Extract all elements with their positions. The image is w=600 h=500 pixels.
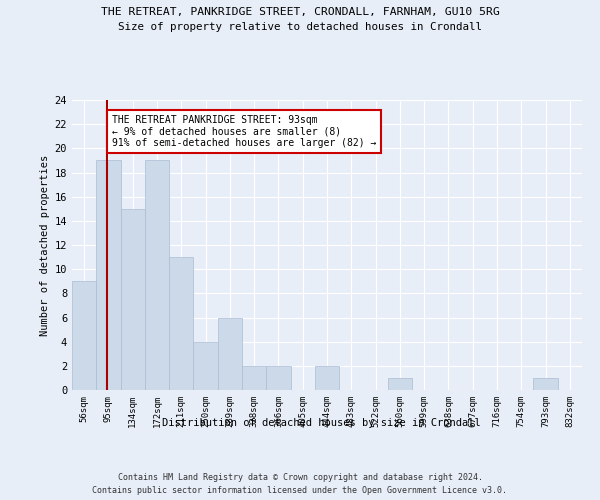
Bar xyxy=(388,378,412,390)
Bar xyxy=(218,318,242,390)
Bar xyxy=(96,160,121,390)
Bar xyxy=(242,366,266,390)
Text: Contains HM Land Registry data © Crown copyright and database right 2024.: Contains HM Land Registry data © Crown c… xyxy=(118,472,482,482)
Bar xyxy=(121,209,145,390)
Bar xyxy=(315,366,339,390)
Bar xyxy=(72,281,96,390)
Bar xyxy=(266,366,290,390)
Text: THE RETREAT PANKRIDGE STREET: 93sqm
← 9% of detached houses are smaller (8)
91% : THE RETREAT PANKRIDGE STREET: 93sqm ← 9%… xyxy=(112,114,376,148)
Bar xyxy=(145,160,169,390)
Bar xyxy=(169,257,193,390)
Text: THE RETREAT, PANKRIDGE STREET, CRONDALL, FARNHAM, GU10 5RG: THE RETREAT, PANKRIDGE STREET, CRONDALL,… xyxy=(101,8,499,18)
Text: Distribution of detached houses by size in Crondall: Distribution of detached houses by size … xyxy=(161,418,481,428)
Bar xyxy=(533,378,558,390)
Bar xyxy=(193,342,218,390)
Text: Contains public sector information licensed under the Open Government Licence v3: Contains public sector information licen… xyxy=(92,486,508,495)
Text: Size of property relative to detached houses in Crondall: Size of property relative to detached ho… xyxy=(118,22,482,32)
Y-axis label: Number of detached properties: Number of detached properties xyxy=(40,154,50,336)
